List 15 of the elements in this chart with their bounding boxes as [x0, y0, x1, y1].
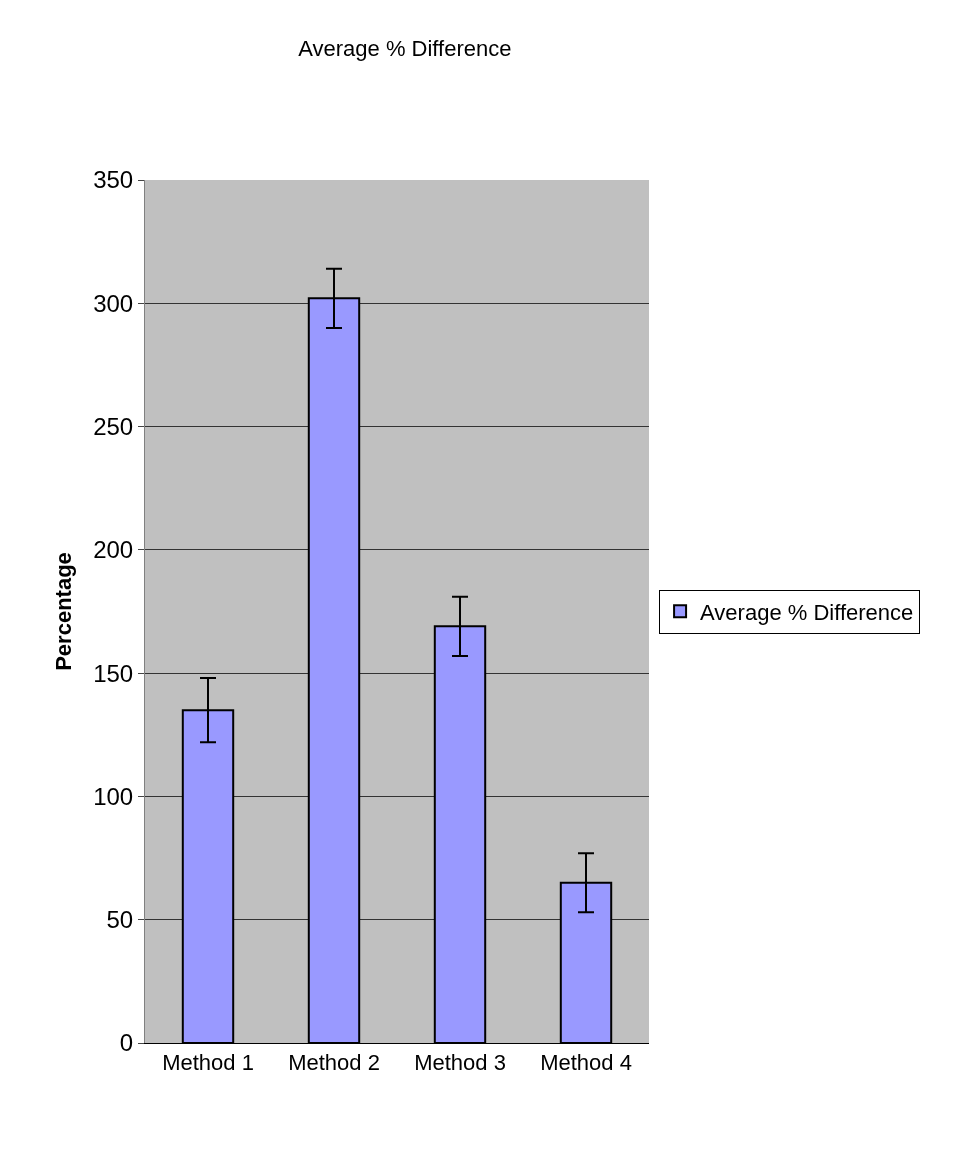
y-tick-label: 50: [106, 906, 134, 934]
y-tick-label: 250: [93, 412, 134, 440]
x-tick-label: Method 4: [540, 1050, 632, 1076]
legend-label: Average % Difference: [700, 599, 914, 625]
x-tick-label: Method 3: [414, 1050, 506, 1076]
y-tick-label: 350: [93, 166, 134, 194]
y-axis-title: Percentage: [50, 552, 76, 671]
y-tick-label: 300: [93, 289, 134, 317]
y-tick-label: 100: [93, 782, 134, 810]
chart-title: Average % Difference: [298, 35, 512, 61]
y-tick-label: 0: [119, 1029, 134, 1057]
x-tick-label: Method 2: [288, 1050, 380, 1076]
x-tick-label: Method 1: [162, 1050, 254, 1076]
y-tick-label: 150: [93, 659, 134, 687]
y-tick-label: 200: [93, 536, 134, 564]
